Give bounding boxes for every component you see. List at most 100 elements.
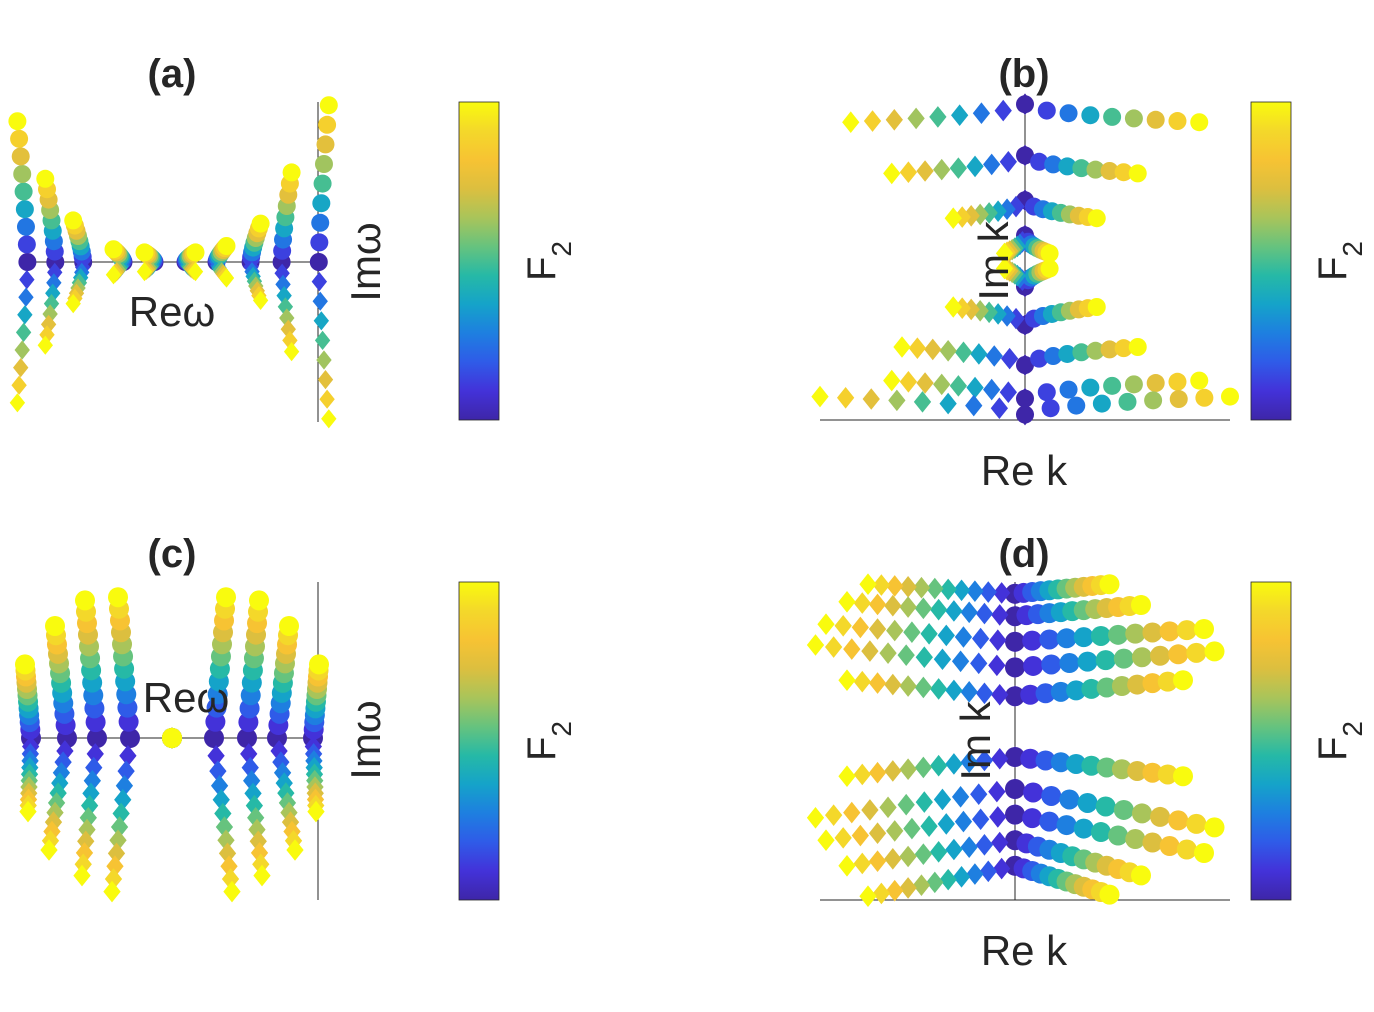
point-a-lower: [311, 272, 328, 292]
panel-c: (c) Reω Imω F2: [15, 532, 577, 903]
point-b-right: [1044, 347, 1063, 365]
point-b-left: [949, 375, 968, 397]
point-d-right: [1150, 806, 1171, 827]
point-d-left: [960, 601, 978, 624]
point-d-left: [872, 574, 891, 596]
point-d-right: [1111, 676, 1132, 697]
point-d-left: [843, 801, 861, 824]
point-b-left: [933, 158, 951, 181]
point-d-right: [1020, 684, 1041, 705]
point-a-upper: [8, 112, 27, 131]
point-d-left: [970, 783, 988, 806]
point-d-right: [1142, 832, 1163, 853]
point-b-left: [971, 203, 989, 226]
point-d-left: [929, 754, 948, 777]
point-d-right: [1077, 792, 1098, 813]
point-b-right: [1016, 405, 1034, 424]
point-d-right: [1096, 677, 1117, 698]
point-a-lower: [37, 335, 53, 355]
point-b-right: [1041, 399, 1060, 418]
point-d-right: [1066, 680, 1087, 701]
point-d-right: [1056, 628, 1077, 649]
point-d-right: [1113, 648, 1134, 669]
point-a-lower: [321, 409, 337, 429]
point-b-right: [1169, 390, 1188, 409]
point-c-lower: [86, 743, 104, 765]
point-c-lower: [238, 727, 256, 749]
point-b-left: [985, 345, 1003, 367]
point-d-left: [817, 613, 835, 635]
point-b-left: [899, 370, 918, 393]
point-b-left: [966, 376, 984, 399]
point-d-left: [853, 852, 871, 875]
point-d-left: [937, 624, 955, 647]
point-b-left: [939, 339, 957, 362]
point-d-right: [1090, 625, 1111, 646]
point-a-lower: [39, 325, 55, 345]
panel-c-marks: [15, 587, 329, 903]
point-b-left: [888, 389, 906, 412]
point-c-lower: [119, 744, 137, 767]
point-c-upper: [75, 590, 95, 611]
point-d-right: [1142, 622, 1163, 643]
point-d-left: [939, 578, 957, 601]
point-d-left: [843, 638, 861, 660]
point-c-upper: [45, 616, 65, 636]
point-b-left: [983, 153, 1001, 176]
point-d-left: [834, 827, 852, 849]
point-b-right: [1086, 160, 1105, 179]
point-b-left: [999, 381, 1017, 404]
point-c-upper: [249, 590, 269, 611]
point-b-left: [983, 378, 1001, 401]
point-d-left: [979, 581, 997, 603]
point-a-upper: [312, 194, 331, 213]
point-b-right: [1086, 341, 1105, 360]
point-c-lower: [244, 782, 262, 805]
point-d-left: [817, 829, 835, 851]
point-d-right: [1095, 650, 1116, 671]
point-d-right: [1035, 750, 1056, 771]
point-d-left: [979, 860, 997, 883]
point-b-left: [951, 104, 969, 127]
point-d-left: [879, 796, 897, 819]
point-d-right: [1131, 865, 1151, 886]
point-d-left: [929, 841, 948, 863]
point-a-lower: [46, 273, 62, 293]
point-b-left: [913, 391, 932, 413]
point-d-left: [859, 885, 877, 907]
point-b-left: [954, 341, 973, 364]
point-d-right: [1066, 753, 1087, 774]
point-b-left: [916, 372, 934, 394]
point-d-right: [1099, 574, 1120, 595]
point-a-upper: [310, 233, 329, 252]
point-d-right: [1157, 764, 1178, 785]
point-d-left: [933, 788, 952, 811]
panel-b-ylabel: Im k: [970, 220, 1017, 300]
point-d-right: [1113, 799, 1134, 820]
point-b-right: [1087, 209, 1106, 228]
point-d-right: [1081, 678, 1102, 699]
point-d-left: [920, 815, 938, 838]
point-b-right: [1103, 107, 1122, 126]
point-d-right: [1099, 884, 1120, 905]
point-d-left: [929, 598, 948, 621]
point-d-right: [1022, 630, 1043, 651]
panel-b-colorbar-label: F2: [1311, 241, 1368, 281]
point-d-left: [975, 682, 994, 705]
point-d-left: [903, 817, 921, 840]
point-d-left: [929, 678, 948, 700]
point-d-left: [851, 824, 870, 847]
point-d-left: [884, 760, 902, 782]
point-b-left: [953, 206, 971, 228]
point-a-upper: [10, 129, 29, 148]
point-b-right: [1016, 356, 1034, 374]
point-d-right: [1173, 670, 1193, 691]
point-d-right: [1005, 747, 1025, 767]
point-d-right: [1204, 817, 1225, 838]
point-b-right: [1016, 389, 1034, 408]
point-d-right: [1096, 757, 1117, 778]
point-d-left: [868, 761, 887, 784]
point-a-lower: [317, 370, 334, 390]
point-a-lower: [252, 290, 269, 310]
point-c-lower: [82, 782, 100, 805]
